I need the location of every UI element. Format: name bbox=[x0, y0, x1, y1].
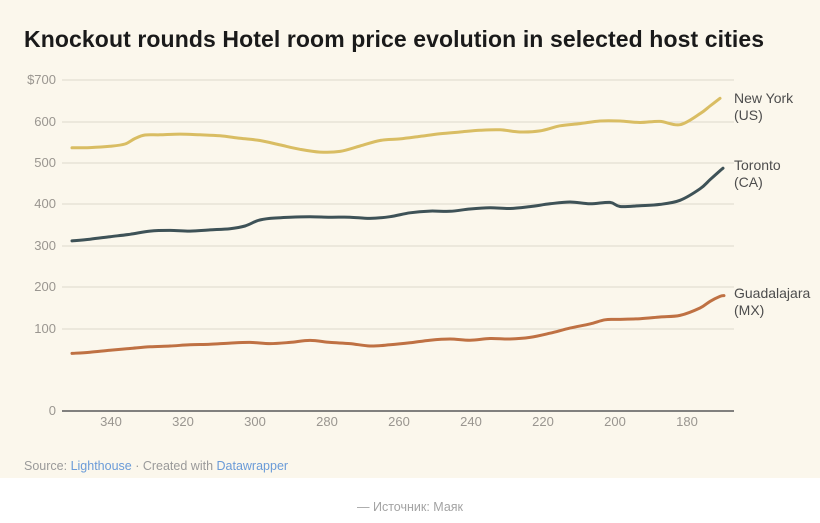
svg-text:New York: New York bbox=[734, 90, 794, 106]
svg-text:0: 0 bbox=[49, 403, 56, 418]
svg-text:300: 300 bbox=[34, 238, 56, 253]
svg-text:(MX): (MX) bbox=[734, 302, 764, 318]
svg-text:Guadalajara: Guadalajara bbox=[734, 285, 810, 301]
svg-text:260: 260 bbox=[388, 414, 410, 429]
svg-text:180: 180 bbox=[676, 414, 698, 429]
svg-text:240: 240 bbox=[460, 414, 482, 429]
svg-text:600: 600 bbox=[34, 114, 56, 129]
svg-text:500: 500 bbox=[34, 155, 56, 170]
svg-text:400: 400 bbox=[34, 196, 56, 211]
svg-text:$700: $700 bbox=[27, 72, 56, 87]
svg-text:(US): (US) bbox=[734, 107, 763, 123]
svg-text:320: 320 bbox=[172, 414, 194, 429]
svg-text:(CA): (CA) bbox=[734, 174, 763, 190]
svg-text:100: 100 bbox=[34, 321, 56, 336]
svg-text:340: 340 bbox=[100, 414, 122, 429]
svg-text:280: 280 bbox=[316, 414, 338, 429]
svg-text:220: 220 bbox=[532, 414, 554, 429]
svg-text:200: 200 bbox=[604, 414, 626, 429]
svg-text:Toronto: Toronto bbox=[734, 157, 781, 173]
svg-text:200: 200 bbox=[34, 279, 56, 294]
svg-text:300: 300 bbox=[244, 414, 266, 429]
